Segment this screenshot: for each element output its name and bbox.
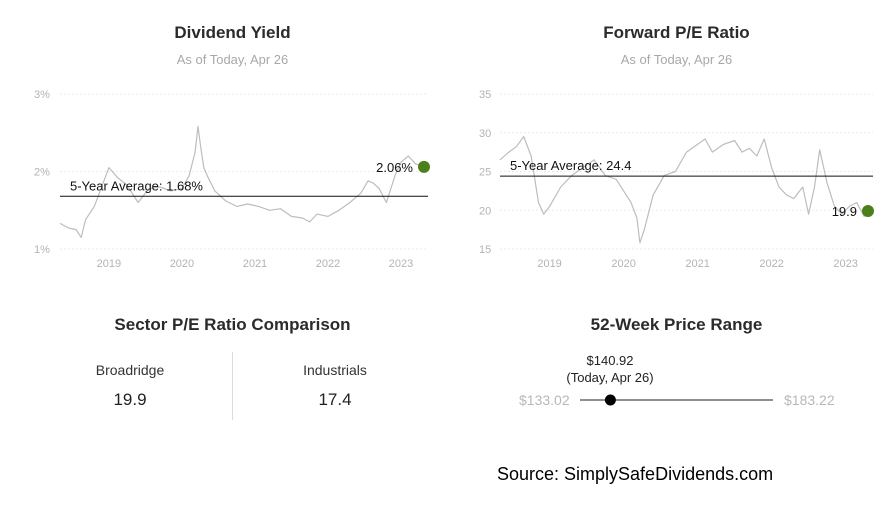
dy-x-tick-label: 2021	[243, 258, 267, 270]
dy-x-tick-label: 2023	[389, 258, 413, 270]
dividend-yield-subtitle: As of Today, Apr 26	[176, 52, 289, 67]
sector-pe-value: 17.4	[318, 390, 352, 409]
company-pe-column: Broadridge 19.9	[60, 362, 200, 410]
current-price-note: (Today, Apr 26)	[566, 370, 654, 385]
current-price-label: $140.92 (Today, Apr 26)	[540, 352, 680, 386]
pe-x-tick-label: 2019	[537, 258, 561, 270]
column-divider	[232, 352, 233, 420]
pe-average-label: 5-Year Average: 24.4	[510, 158, 631, 173]
pe-y-tick-label: 20	[479, 205, 491, 217]
dy-x-tick-label: 2019	[97, 258, 121, 270]
dy-y-tick-label: 2%	[34, 167, 50, 179]
current-price-marker	[604, 394, 616, 406]
sector-comparison-title: Sector P/E Ratio Comparison	[114, 315, 351, 334]
dy-series-line	[59, 125, 425, 238]
forward-pe-chart: 15 20 25 30 35 2019 2020 2021 2022 2023 5-Year Ave…	[479, 89, 874, 270]
sector-name: Industrials	[303, 362, 367, 378]
forward-pe-subtitle: As of Today, Apr 26	[620, 52, 733, 67]
dy-x-tick-label: 2020	[170, 258, 194, 270]
company-name: Broadridge	[95, 362, 165, 378]
pe-series-line	[499, 136, 870, 244]
dy-current-label: 2.06%	[376, 160, 413, 175]
pe-y-tick-label: 35	[479, 89, 491, 101]
pe-current-marker	[862, 205, 874, 218]
company-pe-value: 19.9	[113, 390, 147, 409]
forward-pe-title: Forward P/E Ratio	[603, 23, 750, 42]
pe-x-tick-label: 2020	[611, 258, 635, 270]
price-range-track	[580, 394, 773, 406]
pe-x-tick-label: 2022	[759, 258, 783, 270]
pe-x-tick-label: 2023	[833, 258, 857, 270]
range-high: $183.22	[784, 392, 835, 408]
pe-y-tick-label: 15	[479, 244, 491, 256]
pe-x-tick-label: 2021	[685, 258, 709, 270]
pe-y-tick-label: 25	[479, 167, 491, 179]
sector-pe-column: Industrials 17.4	[265, 362, 405, 410]
current-price: $140.92	[586, 353, 634, 368]
dividend-yield-chart: 1% 2% 3% 2019 2020 2021 2022 2023 5-Year Average…	[34, 89, 430, 270]
dy-y-tick-label: 1%	[34, 244, 50, 256]
source-credit: Source: SimplySafeDividends.com	[497, 464, 774, 484]
dy-average-label: 5-Year Average: 1.68%	[70, 178, 203, 193]
range-low: $133.02	[519, 392, 570, 408]
pe-current-label: 19.9	[832, 204, 857, 219]
price-range-title: 52-Week Price Range	[590, 315, 763, 334]
dy-current-marker	[418, 160, 430, 173]
pe-y-tick-label: 30	[479, 128, 491, 140]
dy-x-tick-label: 2022	[316, 258, 340, 270]
dividend-yield-title: Dividend Yield	[174, 23, 291, 42]
dy-y-tick-label: 3%	[34, 89, 50, 101]
